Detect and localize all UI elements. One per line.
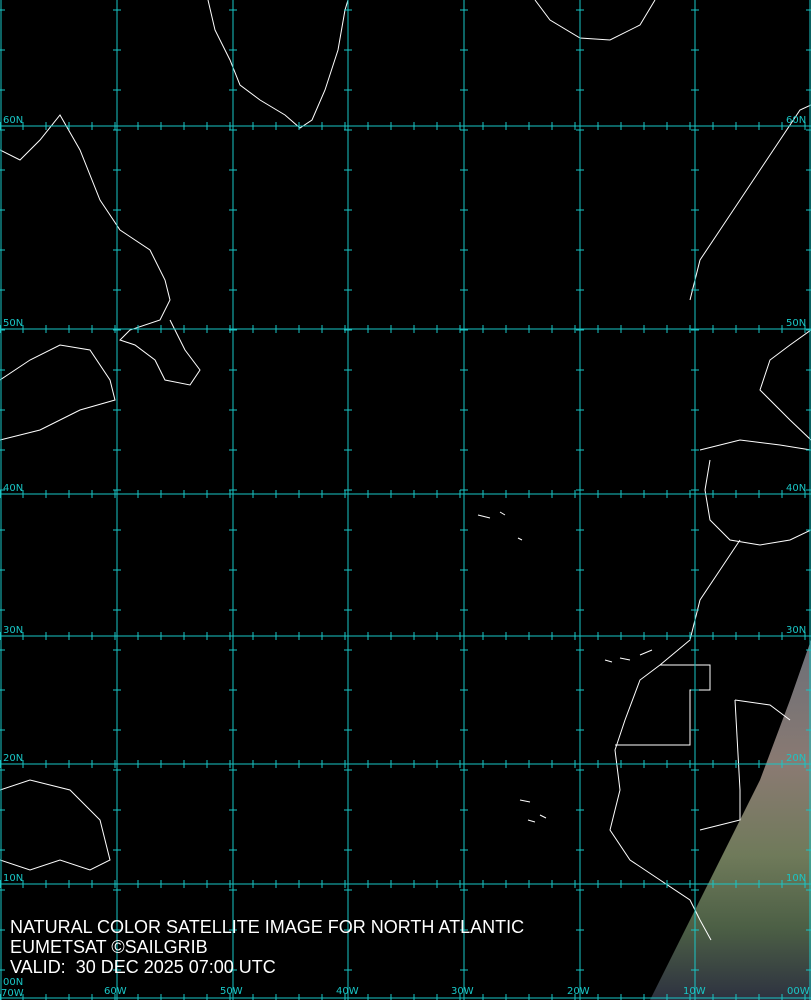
azores <box>477 511 523 541</box>
lon-label: 10W <box>683 986 706 997</box>
coastline-caribbean <box>0 779 111 871</box>
lat-label-right: 50N <box>786 318 807 329</box>
lat-label-left: 40N <box>3 483 24 494</box>
lon-label: 40W <box>336 986 359 997</box>
lat-label-left: 20N <box>3 753 24 764</box>
cape-verde <box>519 799 547 823</box>
coastline-labrador <box>0 114 201 386</box>
lon-label: 30W <box>451 986 474 997</box>
lat-label-left: 30N <box>3 625 24 636</box>
lat-label-left: 60N <box>3 115 24 126</box>
lat-label-left: 00N <box>3 977 24 988</box>
lat-label-right: 60N <box>786 115 807 126</box>
lon-label: 60W <box>104 986 127 997</box>
lon-label: 70W <box>1 988 24 999</box>
canary-islands <box>604 649 653 663</box>
lon-label: 20W <box>567 986 590 997</box>
lat-label-left: 10N <box>3 873 24 884</box>
lat-label-left: 50N <box>3 318 24 329</box>
coastline-africa <box>609 539 741 941</box>
lat-label-right: 30N <box>786 625 807 636</box>
coastline-nova-scotia <box>0 344 116 441</box>
satellite-imagery-swath <box>650 640 811 1000</box>
coastline-europe <box>689 104 811 451</box>
border-mali <box>699 699 791 831</box>
lat-label-right: 40N <box>786 483 807 494</box>
lat-label-right: 10N <box>786 873 807 884</box>
caption-valid-time: VALID: 30 DEC 2025 07:00 UTC <box>10 957 276 977</box>
caption-credit: EUMETSAT ©SAILGRIB <box>10 937 208 957</box>
coastline-greenland <box>207 0 349 129</box>
caption-title: NATURAL COLOR SATELLITE IMAGE FOR NORTH … <box>10 917 525 937</box>
lat-label-right: 20N <box>786 753 807 764</box>
map-caption: NATURAL COLOR SATELLITE IMAGE FOR NORTH … <box>10 917 524 977</box>
border-western-sahara <box>615 664 711 746</box>
lon-label: 50W <box>220 986 243 997</box>
coastline-iceland <box>534 0 656 41</box>
coastlines <box>0 0 811 941</box>
lon-label: 00W <box>787 986 810 997</box>
coastline-iberia <box>704 459 811 546</box>
